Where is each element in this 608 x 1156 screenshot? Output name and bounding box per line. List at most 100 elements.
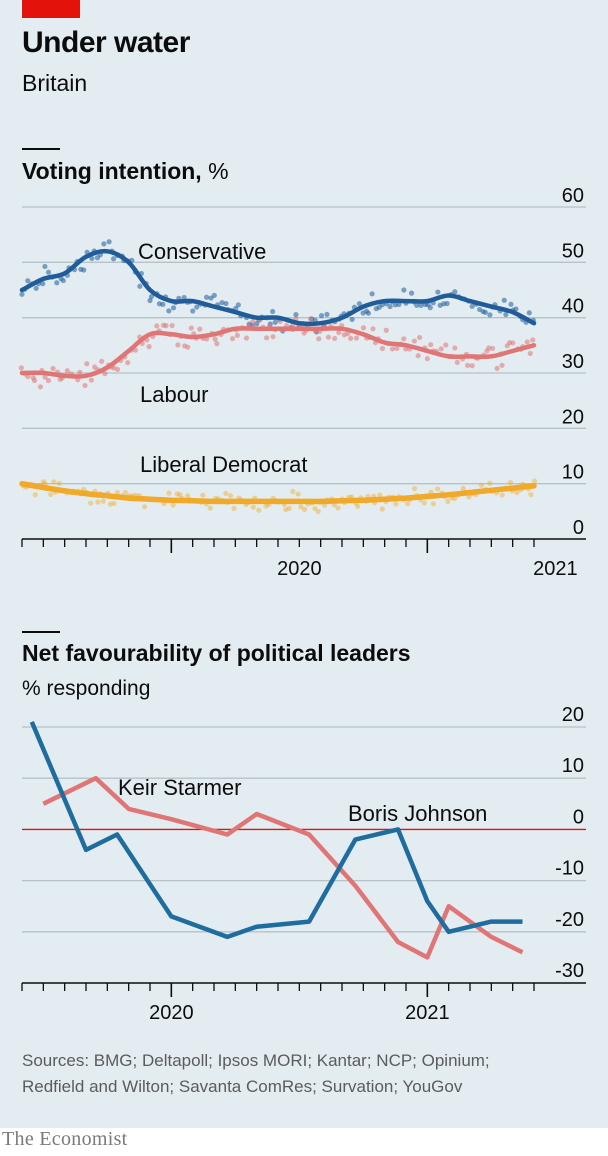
poll-dot [40, 281, 46, 287]
poll-dot [207, 505, 213, 511]
poll-dot [510, 340, 516, 346]
y-tick-label: 60 [562, 185, 584, 207]
section-rule-favourability [22, 631, 60, 633]
poll-dot [424, 356, 430, 362]
poll-dot [114, 366, 121, 372]
poll-dot [250, 319, 256, 325]
poll-dot [106, 239, 112, 245]
poll-dot [379, 506, 385, 512]
johnson-label: Boris Johnson [348, 801, 487, 826]
poll-dot [405, 501, 411, 507]
poll-dot [229, 336, 236, 342]
y-tick-label: -20 [555, 909, 584, 931]
poll-dot [88, 377, 94, 383]
poll-dot [460, 485, 466, 491]
economist-red-tag [22, 0, 80, 18]
conservative-label: Conservative [138, 239, 266, 264]
poll-dot [81, 267, 87, 273]
poll-dot [301, 506, 308, 513]
poll-dot [170, 502, 176, 508]
poll-dot [174, 491, 180, 497]
poll-dot [348, 335, 354, 341]
poll-dot [197, 326, 203, 332]
poll-dot [336, 329, 342, 336]
y-tick-label: 30 [562, 351, 584, 373]
y-tick-label: 0 [573, 806, 584, 828]
poll-dot [110, 256, 117, 262]
libdem-trend-line [19, 480, 537, 505]
poll-dot [154, 323, 160, 329]
labour-label: Labour [140, 382, 209, 407]
y-tick-label: 10 [562, 462, 584, 484]
poll-dot [185, 344, 191, 350]
poll-dot [283, 506, 289, 513]
x-tick-label: 2021 [533, 558, 578, 580]
y-tick-label: -10 [555, 858, 584, 880]
poll-dot [188, 325, 194, 331]
poll-dot [160, 301, 166, 307]
y-tick-label: 50 [562, 240, 584, 262]
poll-dot [40, 479, 47, 485]
poll-dot [170, 305, 177, 311]
poll-dot [89, 255, 95, 262]
poll-dot [508, 301, 514, 307]
poll-dot [125, 360, 131, 366]
net-favourability-chart: 20 10 0 -10 -20 -30 2020 2021 Keir Starmer Boris … [21, 704, 586, 1024]
favourability-y-label: % responding [22, 677, 151, 700]
poll-dot [421, 500, 427, 506]
poll-dot [60, 277, 66, 284]
poll-dot [19, 291, 25, 297]
poll-dot [478, 482, 485, 488]
poll-dot [452, 289, 458, 295]
poll-dot [401, 287, 407, 293]
poll-dot [325, 334, 332, 340]
poll-dot [295, 491, 301, 497]
johnson-line [29, 721, 523, 940]
sources-note: Sources: BMG; Deltapoll; Ipsos MORI; Kan… [22, 1048, 592, 1100]
poll-dot [444, 300, 450, 307]
voting-title-text: Voting intention, [22, 158, 202, 184]
poll-dot [286, 505, 292, 511]
poll-dot [101, 241, 107, 247]
poll-dot [514, 489, 520, 496]
poll-dot [231, 505, 237, 511]
poll-dot [316, 336, 322, 342]
y-tick-label: 10 [562, 755, 584, 777]
poll-dot [212, 336, 218, 342]
poll-dot [77, 369, 83, 375]
poll-dot [64, 368, 70, 374]
poll-dot [401, 336, 407, 342]
poll-dot [469, 303, 475, 309]
chart-title: Under water [22, 26, 190, 59]
poll-dot [111, 500, 117, 507]
economist-logo: The Economist [2, 1128, 128, 1150]
poll-dot [223, 300, 229, 307]
favourability-section-title: Net favourability of political leaders [22, 640, 411, 666]
poll-dot [250, 504, 256, 510]
poll-dot [335, 505, 341, 511]
sources-line-1: Sources: BMG; Deltapoll; Ipsos MORI; Kan… [22, 1051, 490, 1070]
poll-dot [95, 499, 101, 505]
poll-dot [223, 490, 229, 497]
poll-dot [530, 337, 536, 343]
poll-dot [45, 269, 52, 275]
poll-dot [411, 338, 417, 344]
poll-dot [396, 301, 402, 308]
poll-dot [169, 322, 175, 329]
poll-dot [369, 291, 375, 297]
poll-dot [524, 339, 530, 345]
poll-dot [527, 350, 533, 357]
poll-dot [454, 359, 460, 366]
poll-dot [418, 302, 424, 309]
poll-dot [389, 346, 396, 352]
poll-dot [272, 319, 278, 325]
poll-dot [528, 492, 534, 498]
poll-dot [137, 283, 143, 289]
poll-dot [228, 493, 234, 499]
voting-section-title: Voting intention, % [22, 158, 229, 185]
poll-dot [356, 301, 363, 307]
poll-dot [211, 292, 217, 298]
poll-dot [489, 345, 496, 352]
poll-dot [270, 308, 276, 315]
poll-dot [503, 311, 509, 318]
